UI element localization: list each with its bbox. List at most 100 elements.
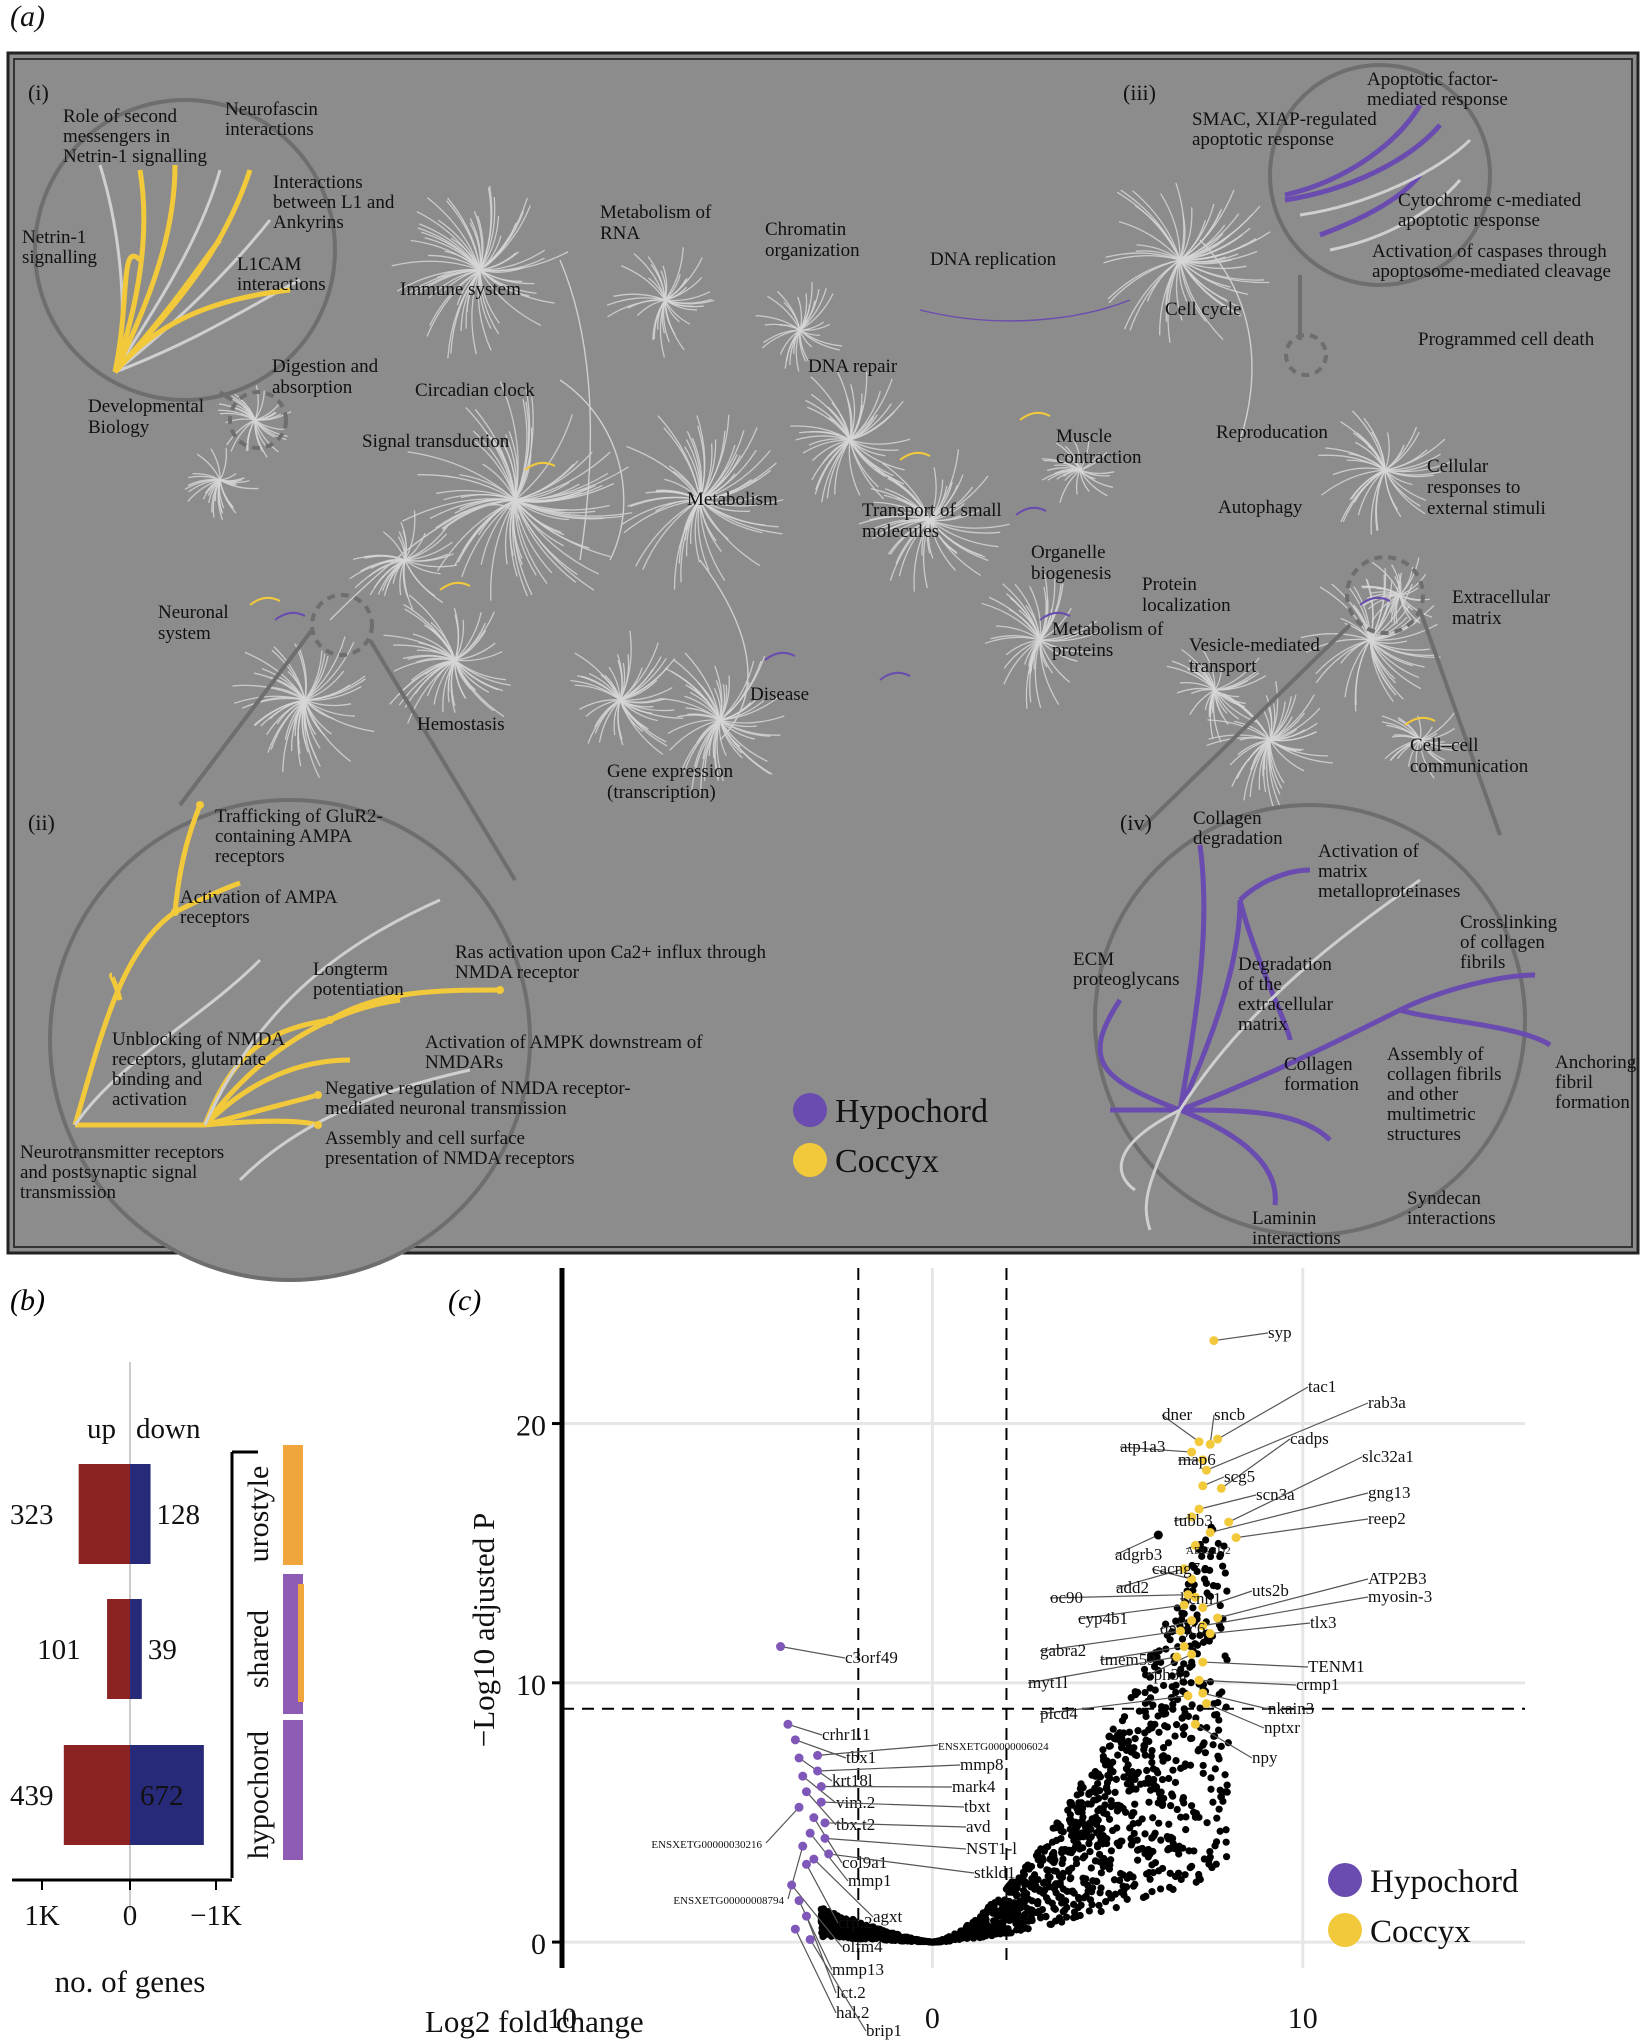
point-tenm1 [1198, 1657, 1208, 1667]
gene-label-myosin-3: myosin-3 [1368, 1587, 1432, 1606]
inset-iv-ecm-proteoglycans: ECM proteoglycans [1073, 949, 1180, 990]
accent-1 [439, 581, 471, 591]
point-stkld1 [824, 1849, 834, 1859]
pathway-cluster-14 [1166, 648, 1267, 743]
coccyx-c-legend-swatch [1328, 1913, 1362, 1947]
point-atp1a3 [1187, 1447, 1197, 1457]
point-crp-2 [801, 1859, 811, 1869]
pathway-cluster-15 [660, 652, 785, 794]
c-ytick-10: 10 [516, 1669, 546, 1702]
pathway-cluster-9 [858, 449, 1010, 592]
connector-1 [559, 379, 625, 561]
panel-c-letter: (c) [448, 1284, 481, 1317]
point-scg5 [1198, 1481, 1208, 1491]
gene-label-scn3a: scn3a [1256, 1485, 1295, 1504]
point-ensxetg00000030216 [794, 1802, 804, 1812]
point-avd [820, 1818, 830, 1828]
point-brip1 [805, 1934, 815, 1944]
c-background-points [817, 1523, 1232, 1946]
inset-iii-activation-of-caspases-through-apoptosome-mediated-cleavage: Activation of caspases through apoptosome… [1372, 241, 1611, 282]
inset-iv-assembly-of-collagen-fibrils-and-other-multimetric-structures: Assembly of collagen fibrils and other mult… [1387, 1044, 1502, 1145]
coccyx-legend-swatch [793, 1143, 827, 1177]
point-nst1-l [820, 1833, 830, 1843]
point-mmp8 [813, 1766, 823, 1776]
point-myosin-3 [1198, 1621, 1208, 1631]
gene-label-cyp4b1: cyp4b1 [1078, 1609, 1128, 1628]
cluster-cell-cycle: Cell cycle [1165, 299, 1242, 320]
hypochord-group-color [283, 1720, 303, 1860]
gene-label-adgrb3: adgrb3 [1115, 1545, 1162, 1564]
zoom-source-3 [1345, 555, 1425, 635]
cluster-reproducation: Reproducation [1216, 422, 1328, 443]
inset-iv-crosslinking-of-collagen-fibrils: Crosslinking of collagen fibrils [1460, 912, 1558, 973]
gene-label-tlx3: tlx3 [1310, 1613, 1336, 1632]
gene-label-crmp1: crmp1 [1296, 1675, 1339, 1694]
hypochord-up-bar [63, 1745, 130, 1845]
gene-label-gng13: gng13 [1368, 1483, 1411, 1502]
c-xlabel: Log2 fold change [425, 2004, 644, 2039]
cluster-dna-repair: DNA repair [808, 356, 898, 377]
pathway-cluster-22 [1381, 712, 1464, 779]
shared-up-bar [107, 1599, 130, 1699]
gene-label-reep2: reep2 [1368, 1509, 1406, 1528]
point-adgrb3 [1153, 1530, 1163, 1540]
accent-5 [764, 651, 796, 661]
inset-label-3: (iii) [1123, 80, 1156, 105]
zoom-source-0 [228, 390, 288, 450]
inset-iii-branches [1284, 103, 1472, 252]
cluster-neuronal-system: Neuronal system [158, 602, 229, 644]
gene-label-dner: dner [1162, 1405, 1193, 1424]
gene-label-agxt: agxt [873, 1907, 903, 1926]
panel-a-letter: (a) [10, 0, 45, 33]
cluster-metabolism-of-rna: Metabolism of RNA [600, 202, 712, 244]
accent-7 [1039, 611, 1071, 621]
inset-iv-activation-of-matrix-metalloproteinases: Activation of matrix metalloproteinases [1318, 841, 1460, 902]
gene-label-tac1: tac1 [1308, 1377, 1336, 1396]
gene-label-map6: map6 [1178, 1450, 1216, 1469]
gene-label-myt1l: myt1l [1028, 1673, 1068, 1692]
point-gabra2 [1176, 1626, 1186, 1636]
gene-label-mmp8: mmp8 [960, 1755, 1003, 1774]
urostyle-down-value: 128 [157, 1499, 201, 1531]
point-c3orf49 [776, 1642, 786, 1652]
gene-label-c3orf49: c3orf49 [845, 1648, 898, 1667]
gene-label-uts2b: uts2b [1252, 1581, 1289, 1600]
gene-label-mmp13: mmp13 [832, 1960, 884, 1979]
cluster-immune-system: Immune system [400, 279, 521, 300]
point-reep2 [1231, 1533, 1241, 1543]
gene-label-tubb3: tubb3 [1174, 1511, 1213, 1530]
point-tac1 [1213, 1434, 1223, 1444]
gene-label-atp2b3: ATP2B3 [1368, 1569, 1427, 1588]
b-xlabel: no. of genes [55, 1964, 206, 1999]
point-tbx1 [790, 1735, 800, 1745]
down-header: down [136, 1413, 201, 1445]
pathway-cluster-2 [755, 282, 843, 372]
inset-iii-circle [1268, 63, 1492, 287]
gene-label-col9a1: col9a1 [842, 1853, 887, 1872]
zoom-line-c [368, 638, 517, 882]
point-hal-2 [790, 1924, 800, 1934]
accent-4 [1019, 411, 1051, 421]
hypochord-down-value: 672 [140, 1780, 184, 1812]
point-ensxetg00000008794 [798, 1841, 808, 1851]
hypochord-legend-swatch [793, 1093, 827, 1127]
inset-ii-assembly-and-cell-surface-presentation-of-nmda-receptors: Assembly and cell surface presentation of… [325, 1128, 575, 1169]
inset-i-neurofascin-interactions: Neurofascin interactions [225, 99, 318, 140]
pathway-cluster-1 [606, 247, 715, 358]
gene-label-brip1: brip1 [866, 2021, 902, 2040]
c-xtick-2: 10 [1288, 2002, 1318, 2035]
inset-ii-trafficking-of-glur2-containing-ampa-receptors: Trafficking of GluR2-containing AMPA rece… [215, 806, 383, 867]
gene-label-olfm4: olfm4 [842, 1937, 883, 1956]
cluster-signal-transduction: Signal transduction [362, 431, 510, 452]
pathway-cluster-19 [349, 510, 458, 610]
point-crhr1-1 [783, 1719, 793, 1729]
inset-ii-activation-of-ampk-downstream-of-nmdars: Activation of AMPK downstream of NMDARs [425, 1032, 703, 1073]
inset-iv-laminin-interactions: Laminin interactions [1252, 1208, 1341, 1249]
up-header: up [87, 1413, 116, 1445]
point-mmp13 [794, 1896, 804, 1906]
point-nptxr [1201, 1699, 1211, 1709]
point-col9a1 [809, 1813, 819, 1823]
gene-label-rph3a: rph3a [1148, 1665, 1187, 1684]
gene-label-sncb: sncb [1214, 1405, 1245, 1424]
